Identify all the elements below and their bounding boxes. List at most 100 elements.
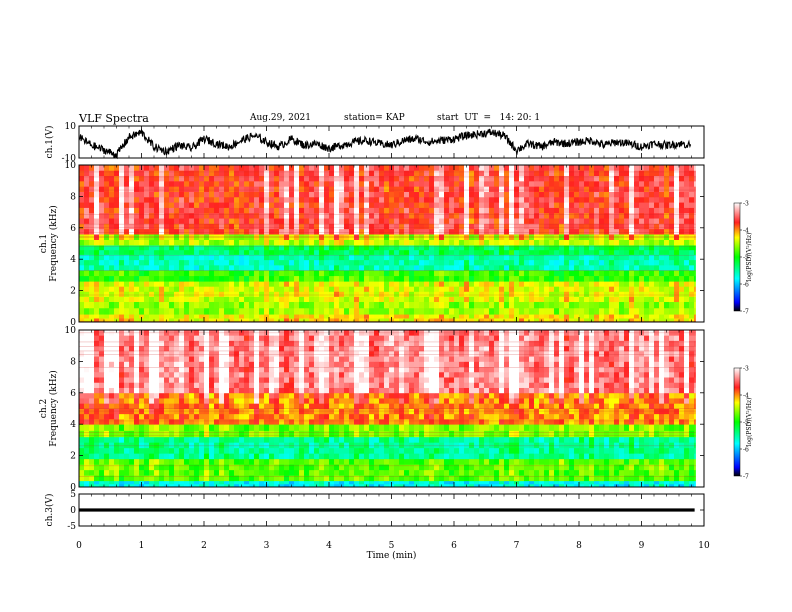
heatmap-cell [454, 442, 460, 449]
heatmap-cell [439, 281, 445, 287]
heatmap-cell [444, 191, 450, 198]
heatmap-cell [379, 464, 385, 471]
heatmap-cell [604, 254, 610, 261]
heatmap-cell [544, 196, 550, 203]
heatmap-cell [464, 291, 470, 297]
heatmap-cell [134, 458, 140, 465]
heatmap-cell [314, 259, 320, 266]
heatmap-cell [484, 175, 490, 182]
heatmap-cell [459, 296, 465, 302]
heatmap-cell [99, 207, 105, 214]
heatmap-cell [619, 475, 625, 482]
heatmap-cell [429, 239, 435, 246]
heatmap-cell [404, 239, 410, 246]
heatmap-cell [389, 259, 395, 266]
heatmap-cell [634, 239, 640, 246]
heatmap-cell [354, 318, 360, 322]
heatmap-cell [294, 270, 300, 277]
heatmap-cell [644, 480, 650, 485]
heatmap-cell [584, 170, 590, 177]
heatmap-cell [634, 165, 640, 171]
heatmap-cell [109, 291, 115, 297]
heatmap-cell [684, 170, 690, 177]
heatmap-cell [489, 469, 495, 476]
heatmap-cell [369, 191, 375, 198]
heatmap-cell [104, 314, 110, 319]
heatmap-cell [544, 170, 550, 177]
heatmap-cell [84, 212, 90, 219]
heatmap-cell [564, 207, 570, 214]
heatmap-cell [609, 264, 615, 271]
heatmap-cell [464, 207, 470, 214]
heatmap-cell [209, 254, 215, 261]
heatmap-cell [394, 307, 400, 315]
heatmap-cell [134, 318, 140, 322]
heatmap-cell [689, 281, 695, 287]
heatmap-cell [429, 191, 435, 198]
heatmap-cell [169, 318, 175, 322]
heatmap-cell [444, 475, 450, 482]
heatmap-cell [484, 296, 490, 302]
heatmap-cell [294, 447, 300, 454]
heatmap-cell [669, 165, 675, 171]
heatmap-cell [534, 212, 540, 219]
heatmap-cell [404, 296, 410, 302]
heatmap-cell [284, 249, 290, 255]
heatmap-cell [149, 234, 155, 240]
heatmap-cell [489, 314, 495, 319]
heatmap-cell [209, 245, 215, 251]
heatmap-cell [614, 186, 620, 192]
heatmap-cell [589, 296, 595, 302]
heatmap-cell [539, 275, 545, 282]
heatmap-cell [329, 207, 335, 214]
heatmap-cell [489, 245, 495, 251]
heatmap-cell [299, 218, 305, 224]
heatmap-cell [669, 275, 675, 282]
heatmap-cell [399, 469, 405, 476]
heatmap-cell [404, 458, 410, 465]
heatmap-cell [309, 469, 315, 476]
heatmap-cell [294, 212, 300, 219]
heatmap-cell [469, 301, 475, 309]
heatmap-cell [179, 475, 185, 482]
heatmap-cell [659, 483, 665, 487]
heatmap-cell [489, 458, 495, 465]
heatmap-cell [419, 307, 425, 315]
heatmap-cell [554, 318, 560, 322]
heatmap-cell [374, 307, 380, 315]
heatmap-cell [414, 259, 420, 266]
heatmap-cell [419, 165, 425, 171]
heatmap-cell [309, 447, 315, 454]
heatmap-cell [684, 249, 690, 255]
heatmap-cell [404, 175, 410, 182]
heatmap-cell [219, 296, 225, 302]
heatmap-cell [104, 436, 110, 443]
heatmap-cell [649, 170, 655, 177]
heatmap-cell [149, 447, 155, 454]
heatmap-cell [629, 275, 635, 282]
heatmap-cell [124, 318, 130, 322]
heatmap-cell [399, 254, 405, 261]
heatmap-cell [249, 245, 255, 251]
no-data-region [695, 165, 704, 322]
heatmap-cell [239, 180, 245, 187]
heatmap-cell [514, 170, 520, 177]
heatmap-cell [264, 270, 270, 277]
heatmap-cell [154, 318, 160, 322]
heatmap-cell [679, 218, 685, 224]
heatmap-cell [534, 180, 540, 187]
heatmap-cell [219, 228, 225, 235]
heatmap-cell [649, 453, 655, 460]
heatmap-cell [539, 453, 545, 460]
heatmap-cell [574, 307, 580, 315]
heatmap-cell [194, 475, 200, 482]
heatmap-cell [414, 464, 420, 471]
heatmap-cell [359, 483, 365, 487]
heatmap-cell [494, 442, 500, 449]
heatmap-cell [359, 223, 365, 230]
heatmap-cell [369, 442, 375, 449]
heatmap-cell [459, 259, 465, 266]
heatmap-cell [244, 296, 250, 302]
heatmap-cell [499, 436, 505, 443]
